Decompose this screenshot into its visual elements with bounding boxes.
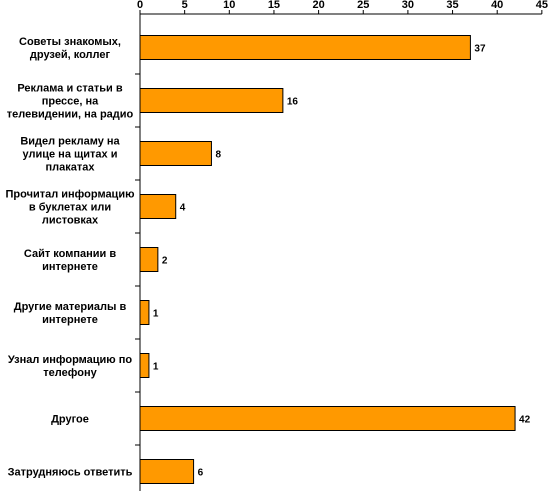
category-label-line: Реклама и статьи в [17, 83, 123, 95]
data-label: 37 [474, 44, 486, 55]
category-label: Затрудняюсь ответить [8, 467, 133, 479]
data-label: 1 [153, 309, 159, 320]
category-label: Сайт компании в интернете [24, 248, 116, 273]
bar [139, 406, 516, 431]
data-label: 8 [215, 150, 221, 161]
data-label: 4 [180, 203, 186, 214]
data-label: 6 [198, 468, 204, 479]
category-label-line: Затрудняюсь ответить [8, 467, 133, 479]
data-label: 1 [153, 362, 159, 373]
bar [139, 141, 212, 166]
category-label: Узнал информацию по телефону [8, 354, 132, 379]
category-label-line: Видел рекламу на [20, 136, 120, 148]
category-label-line: Советы знакомых, [19, 36, 121, 48]
x-tick-label: 25 [357, 0, 369, 11]
category-label: Другие материалы в интернете [14, 301, 127, 326]
bar [139, 247, 159, 272]
bar [139, 88, 284, 113]
bar [139, 353, 150, 378]
x-tick-label: 20 [312, 0, 324, 11]
category-label-line: интернете [42, 261, 98, 273]
x-tick-label: 30 [402, 0, 414, 11]
category-label-line: друзей, коллег [30, 49, 111, 61]
x-tick-label: 40 [491, 0, 503, 11]
category-label-line: Другие материалы в [14, 301, 127, 313]
x-tick-label: 5 [182, 0, 188, 11]
category-label-line: Другое [51, 414, 89, 426]
category-label: Советы знакомых, друзей, коллег [19, 36, 121, 61]
bar [139, 35, 471, 60]
category-label-line: Прочитал информацию [6, 189, 135, 201]
category-label-line: Узнал информацию по [8, 354, 132, 366]
category-label: Другое [51, 414, 89, 426]
category-label-line: листовках [42, 215, 99, 227]
category-label: Видел рекламу на улице на щитах и плакатах [20, 136, 120, 174]
data-label: 2 [162, 256, 168, 267]
category-label: Реклама и статьи в прессе, на телевидении,… [7, 83, 134, 121]
x-tick-label: 0 [137, 0, 143, 11]
x-tick-label: 35 [446, 0, 458, 11]
x-tick-label: 10 [223, 0, 235, 11]
bar [139, 300, 150, 325]
x-tick-label: 45 [536, 0, 548, 11]
category-label: Прочитал информацию в буклетах или листовк… [6, 189, 135, 227]
category-label-line: Сайт компании в [24, 248, 116, 260]
category-label-line: улице на щитах и [23, 149, 118, 161]
category-label-line: в буклетах или [29, 202, 111, 214]
data-label: 16 [287, 97, 299, 108]
category-label-line: телевидении, на радио [7, 109, 134, 121]
x-tick-label: 15 [268, 0, 280, 11]
data-label: 42 [519, 415, 531, 426]
category-label-line: плакатах [46, 162, 96, 174]
bar [139, 459, 195, 484]
bar [139, 194, 177, 219]
category-label-line: интернете [42, 314, 98, 326]
category-label-line: телефону [43, 367, 97, 379]
category-label-line: прессе, на [42, 96, 99, 108]
